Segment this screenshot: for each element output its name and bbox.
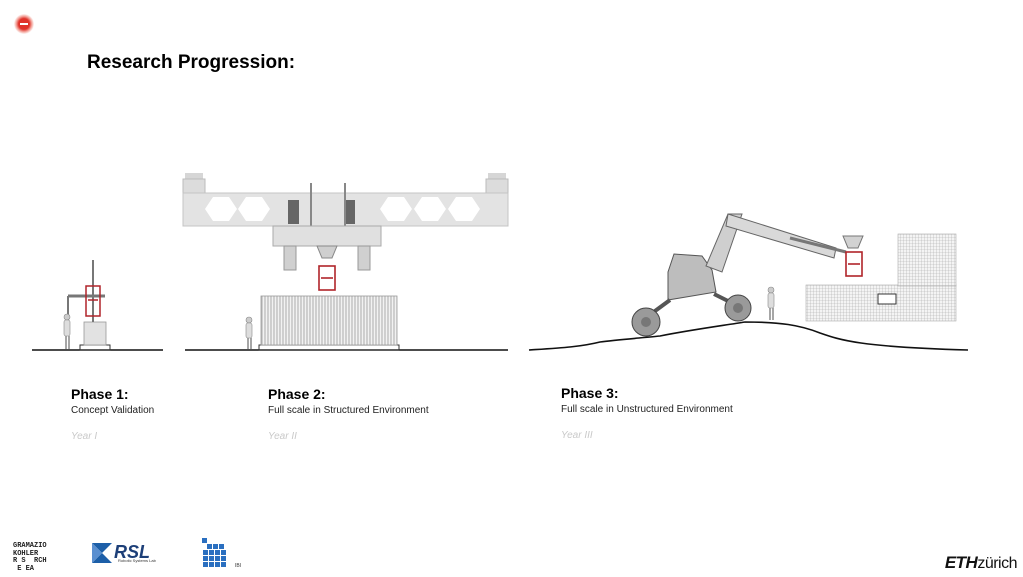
phase-1: Phase 1: Concept Validation Year I (71, 386, 154, 442)
page-title: Research Progression: (87, 52, 296, 73)
phase-1-subtitle: Concept Validation (71, 405, 155, 416)
rsl-subtitle: Robotic Systems Lab (118, 558, 156, 563)
phase-2-year: Year II (268, 431, 297, 442)
ibi-logo (202, 538, 226, 567)
phase-1-year: Year I (71, 431, 98, 442)
phase-2: Phase 2: Full scale in Structured Enviro… (268, 386, 429, 442)
person-figure (245, 316, 253, 324)
phase-3-subtitle: Full scale in Unstructured Environment (561, 404, 733, 415)
phase-1-title: Phase 1: (71, 386, 129, 402)
phase-3-illustration (528, 213, 969, 351)
record-icon[interactable] (14, 14, 34, 34)
phase-3-title: Phase 3: (561, 385, 619, 401)
eth-zurich-logo: ETHzürich (944, 553, 1018, 573)
phase-2-subtitle: Full scale in Structured Environment (268, 405, 429, 416)
person-figure (63, 313, 71, 321)
gramazio-kohler-research-logo: GRAMAZIO KOHLER R S RCH E EA (13, 542, 47, 573)
rsl-text: RSL (114, 542, 150, 562)
ibi-label: IBI (235, 563, 242, 569)
print-head-carriage (272, 225, 382, 247)
phase-2-title: Phase 2: (268, 386, 326, 402)
uneven-terrain (528, 321, 969, 351)
eth-suffix: zürich (977, 555, 1017, 572)
phase-1-illustration (32, 260, 163, 351)
rsl-logo: RSL (92, 542, 150, 563)
person-figure (767, 286, 775, 294)
structured-wall (260, 295, 398, 346)
small-wall (83, 321, 107, 346)
phase-3-year: Year III (561, 430, 593, 441)
phase-3: Phase 3: Full scale in Unstructured Envi… (561, 385, 733, 441)
eth-text: ETH (944, 553, 978, 572)
phase-2-illustration (182, 173, 509, 351)
